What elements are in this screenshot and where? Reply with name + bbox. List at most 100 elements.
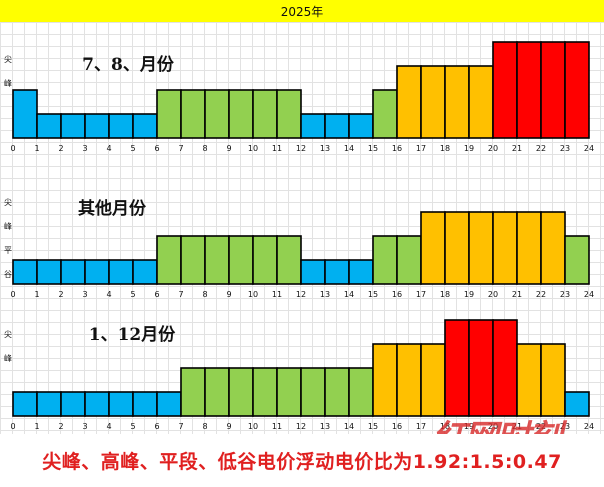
- x-tick-label: 22: [536, 290, 546, 299]
- bar-hour-15: [372, 343, 398, 417]
- bar-hour-4: [108, 391, 134, 417]
- bar-hour-0: [12, 259, 38, 285]
- bar-hour-11: [276, 367, 302, 417]
- x-tick-label: 4: [106, 422, 111, 431]
- bar-hour-23: [564, 41, 590, 139]
- x-tick-label: 22: [536, 144, 546, 153]
- x-tick-label: 15: [368, 144, 378, 153]
- x-tick-label: 19: [464, 290, 474, 299]
- bar-hour-6: [156, 89, 182, 139]
- x-tick-label: 12: [296, 422, 306, 431]
- x-tick-label: 20: [488, 422, 498, 431]
- bar-hour-2: [60, 391, 86, 417]
- y-tick-label: 峰: [4, 78, 12, 88]
- bar-hour-20: [492, 211, 518, 285]
- bar-hour-6: [156, 391, 182, 417]
- x-tick-label: 8: [202, 144, 207, 153]
- bar-hour-22: [540, 211, 566, 285]
- bar-hour-12: [300, 113, 326, 139]
- bar-hour-22: [540, 343, 566, 417]
- bar-hour-8: [204, 89, 230, 139]
- y-tick-label: 谷: [4, 270, 12, 279]
- x-tick-label: 17: [416, 290, 426, 299]
- bar-hour-19: [468, 319, 494, 417]
- x-tick-label: 7: [178, 422, 183, 431]
- bar-hour-18: [444, 319, 470, 417]
- x-tick-label: 14: [344, 290, 354, 299]
- bar-hour-23: [564, 235, 590, 285]
- bar-hour-2: [60, 113, 86, 139]
- bar-hour-20: [492, 319, 518, 417]
- bar-hour-3: [84, 391, 110, 417]
- bar-hour-8: [204, 235, 230, 285]
- x-tick-label: 21: [512, 144, 522, 153]
- x-tick-label: 15: [368, 290, 378, 299]
- x-tick-label: 5: [130, 422, 135, 431]
- bar-hour-23: [564, 391, 590, 417]
- x-tick-label: 14: [344, 144, 354, 153]
- bar-hour-14: [348, 113, 374, 139]
- x-tick-label: 17: [416, 144, 426, 153]
- x-tick-label: 3: [82, 290, 87, 299]
- bar-hour-18: [444, 211, 470, 285]
- bar-hour-20: [492, 41, 518, 139]
- bar-hour-17: [420, 343, 446, 417]
- x-tick-label: 9: [226, 144, 231, 153]
- x-tick-label: 22: [536, 422, 546, 431]
- x-tick-label: 0: [10, 290, 15, 299]
- x-tick-label: 14: [344, 422, 354, 431]
- x-tick-label: 20: [488, 290, 498, 299]
- bar-hour-14: [348, 259, 374, 285]
- x-tick-label: 6: [154, 290, 159, 299]
- x-tick-label: 3: [82, 144, 87, 153]
- x-tick-label: 3: [82, 422, 87, 431]
- bar-hour-10: [252, 367, 278, 417]
- x-tick-label: 2: [58, 422, 63, 431]
- x-tick-label: 19: [464, 422, 474, 431]
- bar-hour-18: [444, 65, 470, 139]
- bar-hour-16: [396, 343, 422, 417]
- bar-hour-9: [228, 235, 254, 285]
- footer-caption: 尖峰、高峰、平段、低谷电价浮动电价比为1.92:1.5:0.47: [0, 434, 604, 487]
- x-tick-label: 2: [58, 290, 63, 299]
- x-tick-label: 9: [226, 290, 231, 299]
- x-tick-label: 18: [440, 144, 450, 153]
- x-tick-label: 15: [368, 422, 378, 431]
- bar-hour-21: [516, 343, 542, 417]
- x-tick-label: 24: [584, 144, 594, 153]
- x-tick-label: 19: [464, 144, 474, 153]
- x-tick-label: 1: [34, 144, 39, 153]
- x-tick-label: 0: [10, 144, 15, 153]
- bar-hour-16: [396, 235, 422, 285]
- y-tick-label: 尖: [4, 329, 12, 339]
- bar-hour-7: [180, 235, 206, 285]
- x-tick-label: 10: [248, 290, 258, 299]
- bar-hour-7: [180, 89, 206, 139]
- x-tick-label: 20: [488, 144, 498, 153]
- y-tick-label: 峰: [4, 221, 12, 231]
- bar-hour-13: [324, 259, 350, 285]
- y-tick-label: 峰: [4, 353, 12, 363]
- x-tick-label: 24: [584, 422, 594, 431]
- x-tick-label: 18: [440, 422, 450, 431]
- year-label: 2025年: [280, 4, 324, 19]
- bar-hour-19: [468, 211, 494, 285]
- x-tick-label: 23: [560, 422, 570, 431]
- bar-hour-14: [348, 367, 374, 417]
- x-tick-label: 17: [416, 422, 426, 431]
- x-tick-label: 2: [58, 144, 63, 153]
- bar-hour-16: [396, 65, 422, 139]
- bar-hour-12: [300, 259, 326, 285]
- x-tick-label: 18: [440, 290, 450, 299]
- x-tick-label: 1: [34, 422, 39, 431]
- bar-hour-21: [516, 211, 542, 285]
- bar-hour-12: [300, 367, 326, 417]
- x-tick-label: 9: [226, 422, 231, 431]
- chart-title: 其他月份: [78, 198, 147, 219]
- bar-hour-0: [12, 391, 38, 417]
- x-tick-label: 4: [106, 144, 111, 153]
- bar-hour-19: [468, 65, 494, 139]
